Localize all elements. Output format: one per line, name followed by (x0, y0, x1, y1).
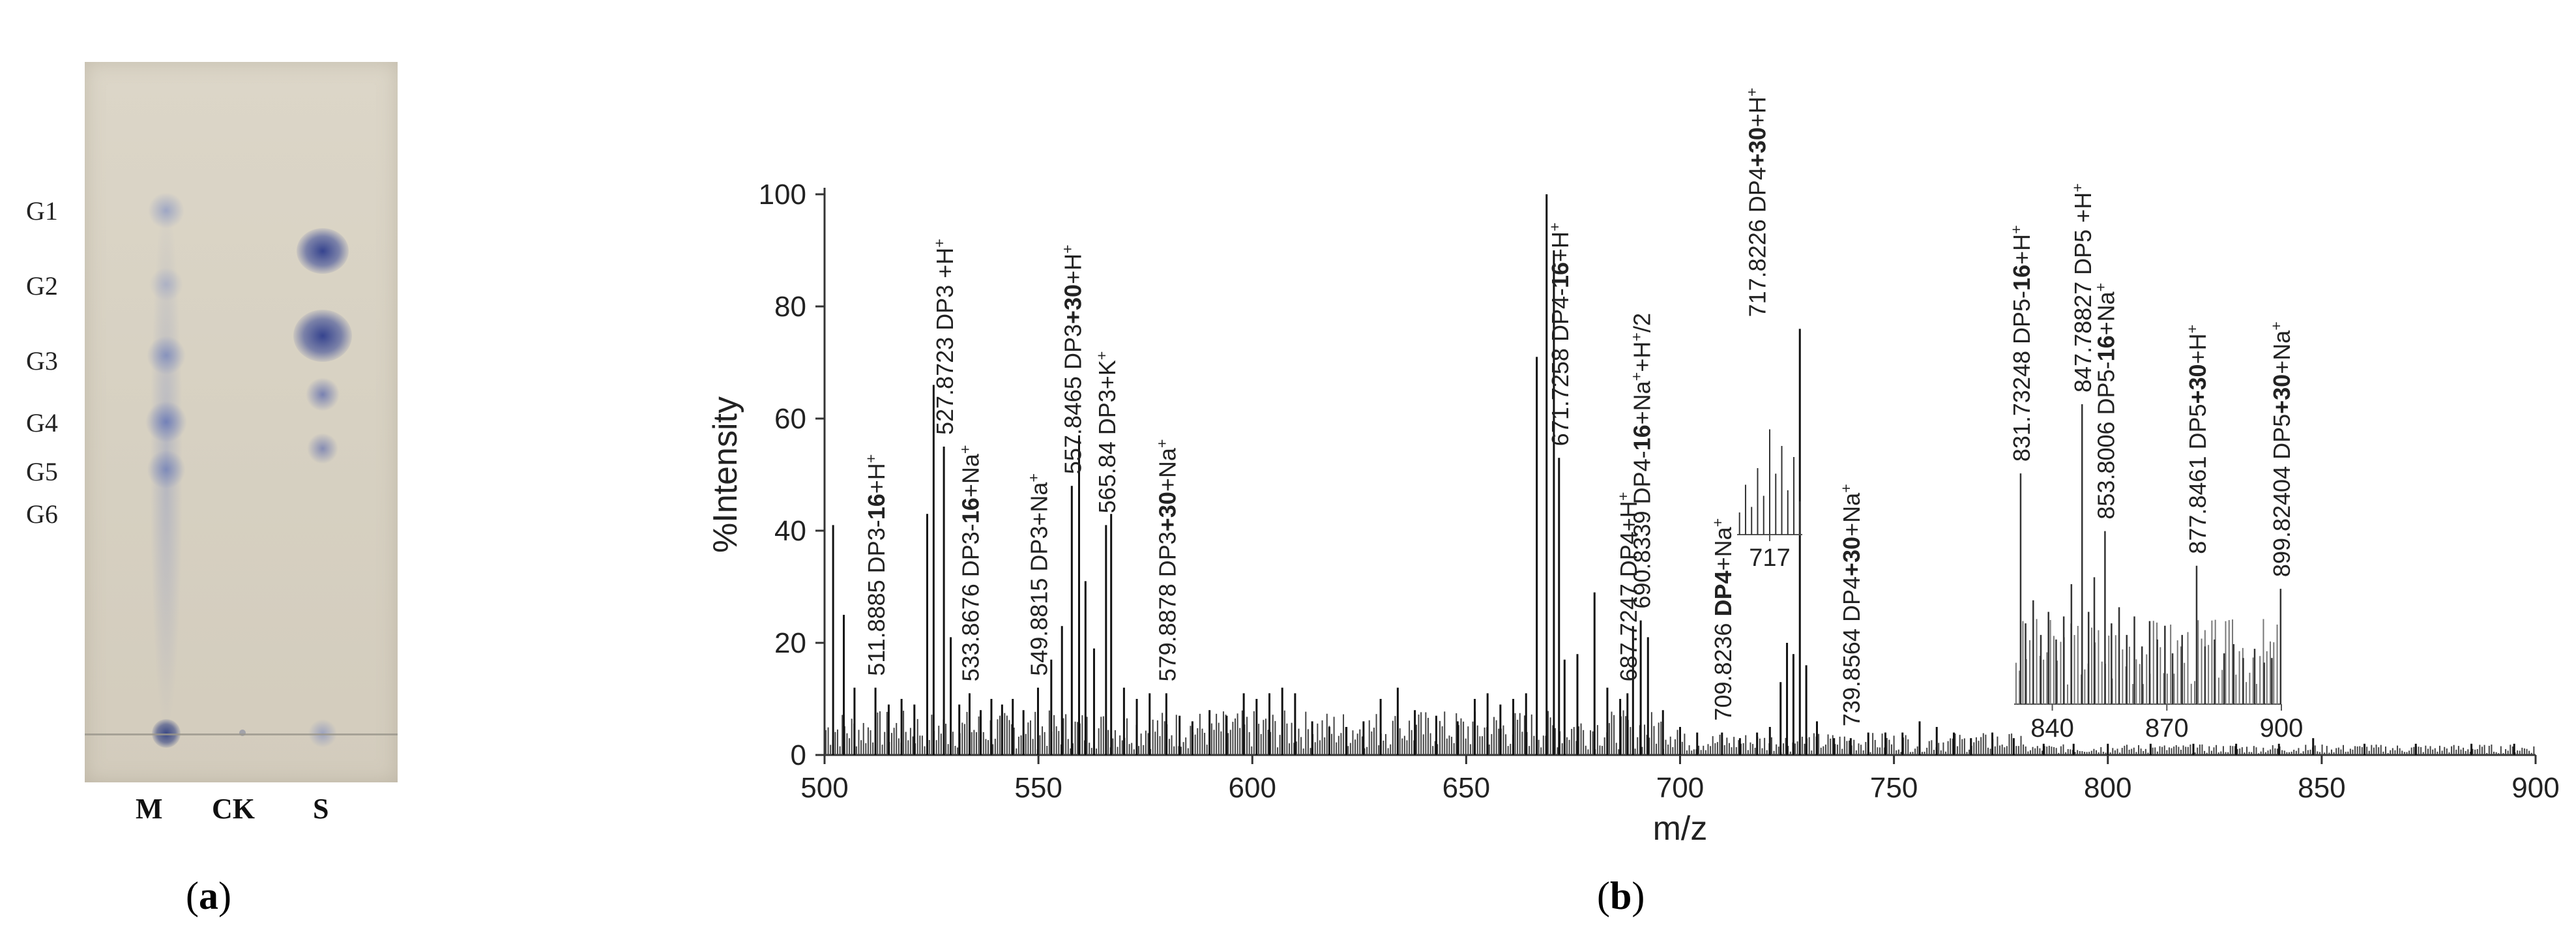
lane-m-spot-g1 (148, 192, 184, 229)
y-tick-label: 0 (791, 739, 806, 771)
x-tick-label: 700 (1656, 772, 1704, 804)
row-label-g1: G1 (26, 196, 58, 226)
peak-label: 671.7258 DP4-16+H+ (1546, 222, 1573, 446)
y-tick-label: 60 (774, 403, 806, 435)
peak-label: 847.78827 DP5 +H+ (2069, 183, 2096, 392)
lane-s-spot-g4 (305, 378, 340, 411)
row-label-g5: G5 (26, 457, 58, 486)
y-axis-title: %Intensity (707, 396, 744, 553)
lane-s-spot-g3 (293, 310, 352, 362)
tlc-origin-line (85, 733, 398, 735)
peak-label: 687.7247 DP4+H+ (1615, 492, 1642, 682)
lane-ck-origin (239, 730, 246, 736)
peak-label: 690.8339 DP4-16+Na++H+/2 (1628, 313, 1655, 609)
peak-label: 533.8676 DP3-16+Na+ (956, 445, 984, 681)
panel-b-caption: (b) (1597, 874, 1645, 917)
peak-label: 877.8461 DP5+30+H+ (2184, 325, 2211, 554)
peak-label: 549.8815 DP3+Na+ (1025, 473, 1052, 676)
x-tick-label: 600 (1229, 772, 1276, 804)
lane-s-spot-g2 (297, 228, 349, 274)
peak-label: 739.8564 DP4+30+Na+ (1837, 484, 1865, 726)
peak-label: 579.8878 DP3+30+Na+ (1153, 439, 1180, 681)
row-label-g4: G4 (26, 408, 58, 437)
peak-label: 511.8885 DP3-16+H+ (862, 454, 890, 676)
y-tick-label: 40 (774, 515, 806, 547)
peak-label: 527.8723 DP3 +H+ (931, 239, 958, 435)
y-tick-label: 80 (774, 291, 806, 323)
axes: 500 550 600 650 700 750 800 850 900 0 20 40 60 80 100 m… (707, 179, 2560, 848)
row-label-g6: G6 (26, 499, 58, 529)
peak-annotations: 511.8885 DP3-16+H+ 527.8723 DP3 +H+ 533.86… (862, 87, 1865, 726)
y-tick-label: 100 (759, 179, 806, 211)
peak-label: 565.84 DP3+K+ (1093, 351, 1120, 514)
peak-label: 853.8006 DP5-16+Na+ (2092, 283, 2119, 520)
row-label-g2: G2 (26, 271, 58, 301)
lane-m-spot-g5 (147, 450, 186, 489)
inset-dp5-tick-label: 840 (2030, 714, 2074, 743)
x-tick-label: 650 (1442, 772, 1490, 804)
x-tick-label: 550 (1014, 772, 1062, 804)
peak-label: 899.82404 DP5+30+Na+ (2268, 321, 2295, 577)
panel-a-caption: (a) (186, 874, 231, 917)
peak-label: 557.8465 DP3+30+H+ (1059, 244, 1087, 474)
lane-s-spot-g5 (306, 434, 339, 464)
peak-label: 831.73248 DP5-16+H+ (2008, 225, 2035, 462)
lane-label-ck: CK (212, 793, 255, 825)
inset-dp5: 840 870 900 831.73248 DP5-16+H+ 847.78827 DP… (2008, 183, 2303, 743)
row-label-g3: G3 (26, 346, 58, 376)
ms-spectrum-chart: 500 550 600 650 700 750 800 850 900 0 20 40 60 80 100 m… (707, 87, 2560, 848)
y-tick-label: 20 (774, 627, 806, 659)
x-tick-label: 750 (1870, 772, 1918, 804)
spectrum-peaks (825, 194, 2535, 755)
lane-m-spot-g2 (149, 267, 183, 301)
x-tick-label: 500 (800, 772, 848, 804)
tlc-panel: G1 G2 G3 G4 G5 G6 M CK S (a) (0, 0, 443, 946)
peak-label: 717.8226 DP4+30+H+ (1743, 87, 1770, 317)
lane-m-spot-g4 (145, 401, 187, 443)
inset-717: 717 (1737, 429, 1802, 572)
inset-dp5-tick-label: 900 (2260, 714, 2304, 743)
x-tick-label: 850 (2298, 772, 2345, 804)
x-tick-label: 800 (2084, 772, 2131, 804)
inset-dp5-tick-label: 870 (2145, 714, 2189, 743)
peak-label: 709.8236 DP4+Na+ (1709, 518, 1736, 721)
lane-label-m: M (136, 793, 163, 825)
lane-m-spot-g3 (147, 336, 186, 375)
tlc-plate (85, 62, 398, 782)
x-axis-title: m/z (1653, 810, 1708, 848)
lane-label-s: S (313, 793, 329, 825)
x-tick-label: 900 (2511, 772, 2559, 804)
inset-717-label: 717 (1749, 544, 1790, 572)
